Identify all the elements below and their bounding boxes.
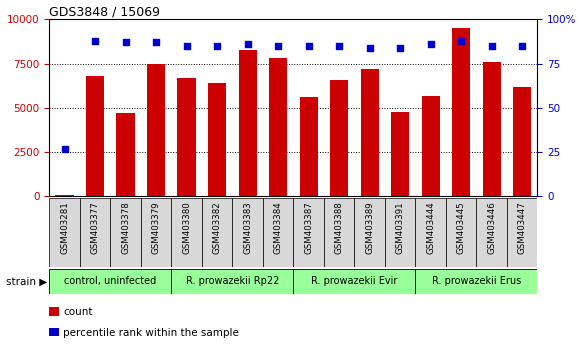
Bar bbox=[513, 87, 532, 196]
Text: strain ▶: strain ▶ bbox=[6, 276, 47, 286]
Bar bbox=[147, 64, 166, 196]
Bar bbox=[80, 198, 110, 267]
Point bbox=[335, 43, 344, 49]
Bar bbox=[293, 198, 324, 267]
Text: GSM403382: GSM403382 bbox=[213, 201, 221, 254]
Text: control, uninfected: control, uninfected bbox=[64, 276, 156, 286]
Point bbox=[60, 146, 69, 152]
Bar bbox=[110, 198, 141, 267]
Point bbox=[396, 45, 405, 51]
Bar bbox=[300, 97, 318, 196]
Text: percentile rank within the sample: percentile rank within the sample bbox=[63, 328, 239, 338]
Point bbox=[487, 43, 496, 49]
Bar bbox=[415, 198, 446, 267]
Bar bbox=[391, 112, 409, 196]
Text: GSM403378: GSM403378 bbox=[121, 201, 130, 254]
Bar bbox=[263, 198, 293, 267]
Text: GDS3848 / 15069: GDS3848 / 15069 bbox=[49, 5, 160, 18]
Text: GSM403388: GSM403388 bbox=[335, 201, 343, 254]
Point bbox=[182, 43, 191, 49]
Point bbox=[243, 41, 252, 47]
Bar bbox=[49, 198, 80, 267]
Text: GSM403391: GSM403391 bbox=[396, 201, 404, 253]
Text: R. prowazekii Rp22: R. prowazekii Rp22 bbox=[186, 276, 279, 286]
Bar bbox=[385, 198, 415, 267]
Point bbox=[518, 43, 527, 49]
Bar bbox=[415, 269, 537, 294]
Bar bbox=[49, 269, 171, 294]
Bar bbox=[476, 198, 507, 267]
Bar bbox=[360, 69, 379, 196]
Bar bbox=[446, 198, 476, 267]
Point bbox=[274, 43, 283, 49]
Point bbox=[91, 38, 100, 44]
Text: R. prowazekii Erus: R. prowazekii Erus bbox=[432, 276, 521, 286]
Bar bbox=[171, 269, 293, 294]
Bar bbox=[208, 83, 227, 196]
Text: GSM403444: GSM403444 bbox=[426, 201, 435, 254]
Bar bbox=[141, 198, 171, 267]
Text: GSM403387: GSM403387 bbox=[304, 201, 313, 254]
Bar bbox=[56, 195, 74, 196]
Text: GSM403445: GSM403445 bbox=[457, 201, 465, 254]
Bar bbox=[171, 198, 202, 267]
Bar bbox=[86, 76, 105, 196]
Bar bbox=[239, 50, 257, 196]
Text: count: count bbox=[63, 307, 92, 317]
Point bbox=[213, 43, 222, 49]
Text: GSM403380: GSM403380 bbox=[182, 201, 191, 254]
Point bbox=[121, 40, 130, 45]
Bar bbox=[49, 328, 59, 336]
Bar bbox=[232, 198, 263, 267]
Bar bbox=[483, 62, 501, 196]
Bar bbox=[452, 28, 471, 196]
Point bbox=[365, 45, 374, 51]
Point bbox=[304, 43, 313, 49]
Point bbox=[152, 40, 161, 45]
Bar bbox=[49, 308, 59, 316]
Text: GSM403281: GSM403281 bbox=[60, 201, 69, 254]
Text: R. prowazekii Evir: R. prowazekii Evir bbox=[311, 276, 397, 286]
Text: GSM403377: GSM403377 bbox=[91, 201, 99, 254]
Text: GSM403446: GSM403446 bbox=[487, 201, 496, 254]
Bar bbox=[293, 269, 415, 294]
Bar bbox=[507, 198, 537, 267]
Text: GSM403384: GSM403384 bbox=[274, 201, 282, 254]
Text: GSM403383: GSM403383 bbox=[243, 201, 252, 254]
Bar bbox=[202, 198, 232, 267]
Point bbox=[426, 41, 435, 47]
Bar bbox=[117, 113, 135, 196]
Text: GSM403389: GSM403389 bbox=[365, 201, 374, 253]
Bar bbox=[324, 198, 354, 267]
Text: GSM403379: GSM403379 bbox=[152, 201, 160, 253]
Bar bbox=[178, 78, 196, 196]
Text: GSM403447: GSM403447 bbox=[518, 201, 526, 254]
Bar bbox=[354, 198, 385, 267]
Bar bbox=[422, 96, 440, 196]
Bar bbox=[269, 58, 288, 196]
Point bbox=[457, 38, 466, 44]
Bar bbox=[330, 80, 349, 196]
